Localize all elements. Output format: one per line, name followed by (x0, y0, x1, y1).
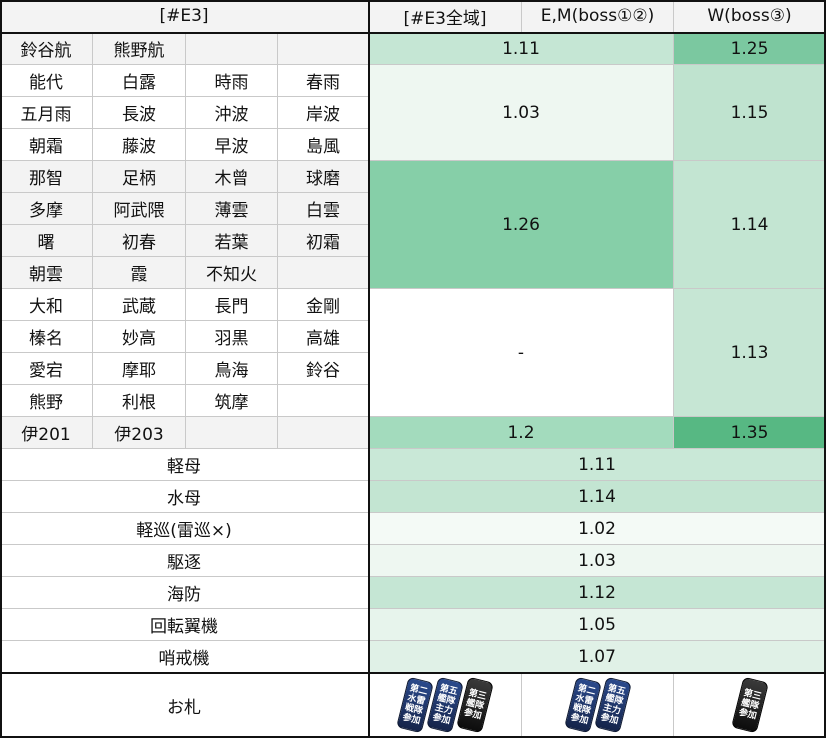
ship-cell[interactable]: 榛名 (0, 321, 93, 353)
ship-type-label[interactable]: 海防 (0, 577, 369, 609)
ship-cell[interactable]: 白露 (93, 65, 186, 97)
third-fleet-tag-icon: 第三 艦隊 参加 (730, 676, 769, 734)
ship-cell[interactable]: 金剛 (278, 289, 369, 321)
ship-cell[interactable]: 早波 (186, 129, 278, 161)
ship-cell[interactable]: 薄雲 (186, 193, 278, 225)
bonus-w-value[interactable]: 1.13 (674, 289, 826, 417)
bonus-em-value[interactable]: 1.03 (369, 65, 674, 161)
ship-cell[interactable]: 長門 (186, 289, 278, 321)
ship-cell[interactable] (278, 33, 369, 65)
bonus-em-value[interactable]: - (369, 289, 674, 417)
ship-type-value[interactable]: 1.11 (369, 449, 826, 481)
ship-cell[interactable]: 伊201 (0, 417, 93, 449)
ship-cell[interactable] (278, 257, 369, 289)
ship-cell[interactable]: 初春 (93, 225, 186, 257)
ship-cell[interactable]: 大和 (0, 289, 93, 321)
ship-cell[interactable]: 曙 (0, 225, 93, 257)
bonus-em-value[interactable]: 1.11 (369, 33, 674, 65)
ship-cell[interactable]: 能代 (0, 65, 93, 97)
bonus-w-value[interactable]: 1.25 (674, 33, 826, 65)
ship-cell[interactable]: 初霜 (278, 225, 369, 257)
ship-cell[interactable]: 多摩 (0, 193, 93, 225)
bonus-em-value[interactable]: 1.2 (369, 417, 674, 449)
ship-cell[interactable]: 筑摩 (186, 385, 278, 417)
ship-type-label[interactable]: 軽巡(雷巡×) (0, 513, 369, 545)
ship-cell[interactable]: 朝雲 (0, 257, 93, 289)
ship-cell[interactable]: 摩耶 (93, 353, 186, 385)
ship-cell[interactable]: 熊野 (0, 385, 93, 417)
ship-cell[interactable] (186, 417, 278, 449)
ship-cell[interactable] (278, 417, 369, 449)
bonus-em-value[interactable]: 1.26 (369, 161, 674, 289)
ship-type-value[interactable]: 1.05 (369, 609, 826, 641)
ship-cell[interactable]: 鈴谷 (278, 353, 369, 385)
ship-cell[interactable]: 高雄 (278, 321, 369, 353)
ship-cell[interactable]: 阿武隈 (93, 193, 186, 225)
header-e3[interactable]: [#E3] (0, 0, 369, 33)
ship-cell[interactable]: 時雨 (186, 65, 278, 97)
ship-cell[interactable]: 妙高 (93, 321, 186, 353)
ship-cell[interactable]: 球磨 (278, 161, 369, 193)
row-divider (0, 32, 826, 34)
column-divider (368, 0, 370, 738)
ship-type-value[interactable]: 1.03 (369, 545, 826, 577)
bonus-w-value[interactable]: 1.14 (674, 161, 826, 289)
ship-cell[interactable]: 沖波 (186, 97, 278, 129)
ship-cell[interactable] (278, 385, 369, 417)
ship-cell[interactable]: 木曾 (186, 161, 278, 193)
ship-type-label[interactable]: 駆逐 (0, 545, 369, 577)
ship-cell[interactable]: 伊203 (93, 417, 186, 449)
ship-cell[interactable]: 岸波 (278, 97, 369, 129)
bonus-w-value[interactable]: 1.15 (674, 65, 826, 161)
header-e3-all[interactable]: [#E3全域] (369, 0, 522, 33)
header-em-boss[interactable]: E,M(boss①②) (522, 0, 674, 33)
ship-type-label[interactable]: 哨戒機 (0, 641, 369, 673)
tag-cell-em[interactable]: 第二 水雷 戦隊 参加 第五 艦隊 主力 参加 (522, 673, 674, 738)
ship-cell[interactable]: 霞 (93, 257, 186, 289)
ship-cell[interactable]: 不知火 (186, 257, 278, 289)
ship-type-value[interactable]: 1.14 (369, 481, 826, 513)
ship-cell[interactable]: 春雨 (278, 65, 369, 97)
ship-cell[interactable]: 朝霜 (0, 129, 93, 161)
ship-type-label[interactable]: 軽母 (0, 449, 369, 481)
ship-cell[interactable]: 愛宕 (0, 353, 93, 385)
ship-cell[interactable]: 鳥海 (186, 353, 278, 385)
header-w-boss[interactable]: W(boss③) (674, 0, 826, 33)
ship-type-value[interactable]: 1.12 (369, 577, 826, 609)
tag-label[interactable]: お札 (0, 673, 369, 738)
ship-cell[interactable]: 島風 (278, 129, 369, 161)
ship-cell[interactable]: 武蔵 (93, 289, 186, 321)
tag-cell-w[interactable]: 第三 艦隊 参加 (674, 673, 826, 738)
ship-cell[interactable]: 五月雨 (0, 97, 93, 129)
bonus-w-value[interactable]: 1.35 (674, 417, 826, 449)
ship-cell[interactable] (186, 33, 278, 65)
ship-cell[interactable]: 若葉 (186, 225, 278, 257)
ship-cell[interactable]: 那智 (0, 161, 93, 193)
ship-cell[interactable]: 藤波 (93, 129, 186, 161)
ship-cell[interactable]: 熊野航 (93, 33, 186, 65)
ship-cell[interactable]: 長波 (93, 97, 186, 129)
ship-cell[interactable]: 足柄 (93, 161, 186, 193)
ship-cell[interactable]: 白雲 (278, 193, 369, 225)
ship-type-label[interactable]: 水母 (0, 481, 369, 513)
ship-type-value[interactable]: 1.07 (369, 641, 826, 673)
ship-type-label[interactable]: 回転翼機 (0, 609, 369, 641)
ship-cell[interactable]: 鈴谷航 (0, 33, 93, 65)
ship-cell[interactable]: 羽黒 (186, 321, 278, 353)
tag-cell-e3-all[interactable]: 第二 水雷 戦隊 参加 第五 艦隊 主力 参加 第三 艦隊 参加 (369, 673, 522, 738)
row-divider (0, 672, 826, 674)
ship-cell[interactable]: 利根 (93, 385, 186, 417)
ship-type-value[interactable]: 1.02 (369, 513, 826, 545)
